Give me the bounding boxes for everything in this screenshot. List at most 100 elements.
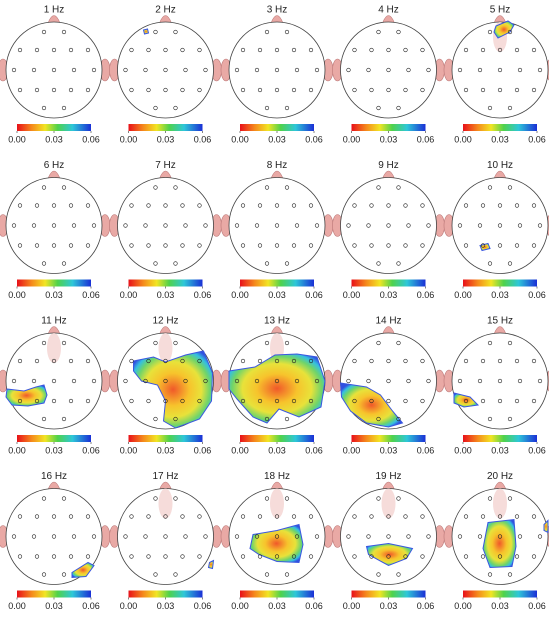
colorbar-tick-label: 0.00	[120, 290, 138, 300]
colorbar	[240, 590, 314, 598]
electrode	[61, 29, 67, 35]
electrode	[17, 243, 23, 248]
colorbar-tick-label: 0.06	[194, 445, 212, 455]
colorbar-tick-label: 0.03	[380, 134, 398, 144]
electrode	[369, 398, 374, 404]
electrode	[403, 358, 408, 364]
colorbar-tick-label: 0.06	[194, 601, 212, 611]
electrode	[386, 554, 391, 559]
electrode	[403, 398, 408, 404]
electrode	[386, 378, 391, 384]
electrode	[61, 105, 67, 111]
electrode	[284, 105, 290, 111]
electrode	[203, 223, 208, 228]
colorbar-tick-label: 0.03	[45, 134, 63, 144]
electrode	[91, 223, 97, 228]
electrode	[406, 378, 411, 384]
electrode	[369, 554, 374, 559]
colorbar	[240, 124, 314, 131]
electrode	[274, 67, 280, 73]
topomap-panel: 1 Hz 0.00 0.03 0.06	[0, 5, 111, 144]
electrode	[197, 87, 202, 93]
electrode	[420, 554, 425, 559]
electrode	[537, 67, 543, 73]
electrode	[396, 29, 401, 35]
electrode	[386, 534, 391, 539]
electrode	[34, 398, 40, 404]
electrode	[34, 514, 40, 519]
electrode	[480, 554, 486, 559]
colorbar	[463, 279, 537, 287]
electrode	[240, 514, 246, 519]
electrode	[531, 87, 537, 93]
topomap-panel: 14 Hz 0.00 0.03 0.06	[332, 316, 445, 455]
activation-region	[479, 242, 491, 252]
nose-highlight	[381, 488, 396, 519]
electrode	[85, 47, 91, 53]
electrode	[71, 67, 77, 73]
electrode	[85, 514, 91, 519]
electrode	[234, 378, 240, 384]
electrode	[203, 534, 208, 539]
electrode	[41, 185, 47, 190]
electrode	[41, 340, 47, 346]
panel-title: 13 Hz	[264, 316, 290, 327]
topomap-panel: 7 Hz 0.00 0.03 0.06	[109, 160, 222, 300]
electrode	[91, 378, 97, 384]
panel-title: 19 Hz	[375, 471, 401, 482]
colorbar-tick-label: 0.03	[157, 445, 175, 455]
electrode	[173, 572, 178, 577]
colorbar-tick-label: 0.00	[8, 445, 26, 455]
electrode	[163, 358, 168, 364]
electrode	[197, 358, 202, 364]
colorbar-tick-label: 0.03	[45, 601, 63, 611]
electrode	[129, 243, 134, 248]
electrode	[17, 398, 23, 404]
electrode	[308, 243, 314, 248]
colorbar-tick-label: 0.00	[120, 134, 138, 144]
colorbar-tick-label: 0.00	[343, 445, 361, 455]
electrode	[163, 398, 168, 404]
electrode	[143, 67, 148, 73]
colorbar-tick-label: 0.06	[528, 290, 546, 300]
electrode	[11, 67, 17, 73]
electrode	[291, 203, 297, 208]
electrode	[480, 514, 486, 519]
electrode	[531, 203, 537, 208]
colorbar-tick-label: 0.06	[528, 601, 546, 611]
electrode	[376, 416, 381, 422]
electrode	[497, 67, 503, 73]
electrode	[173, 496, 178, 501]
electrode	[51, 47, 57, 53]
colorbar-tick-label: 0.03	[157, 601, 175, 611]
electrode	[314, 67, 320, 73]
electrode	[376, 105, 381, 111]
electrode	[284, 29, 290, 35]
electrode	[294, 378, 300, 384]
electrode	[396, 105, 401, 111]
electrode	[403, 514, 408, 519]
electrode	[163, 67, 168, 73]
electrode	[11, 378, 17, 384]
electrode	[51, 554, 57, 559]
electrode	[294, 223, 300, 228]
electrode	[369, 87, 374, 93]
electrode	[294, 534, 300, 539]
electrode	[183, 67, 188, 73]
electrode	[31, 223, 37, 228]
colorbar	[240, 435, 314, 442]
colorbar	[351, 279, 426, 287]
electrode	[264, 261, 270, 266]
electrode	[366, 223, 371, 228]
colorbar-tick-label: 0.03	[491, 601, 509, 611]
electrode	[369, 514, 374, 519]
electrode	[197, 203, 202, 208]
electrode	[257, 243, 263, 248]
colorbar	[351, 435, 426, 442]
electrode	[153, 29, 158, 35]
electrode	[180, 514, 185, 519]
topomap-panel: 17 Hz 0.00 0.03 0.06	[109, 471, 222, 611]
head	[340, 21, 437, 119]
electrode	[68, 47, 74, 53]
electrode	[17, 514, 23, 519]
